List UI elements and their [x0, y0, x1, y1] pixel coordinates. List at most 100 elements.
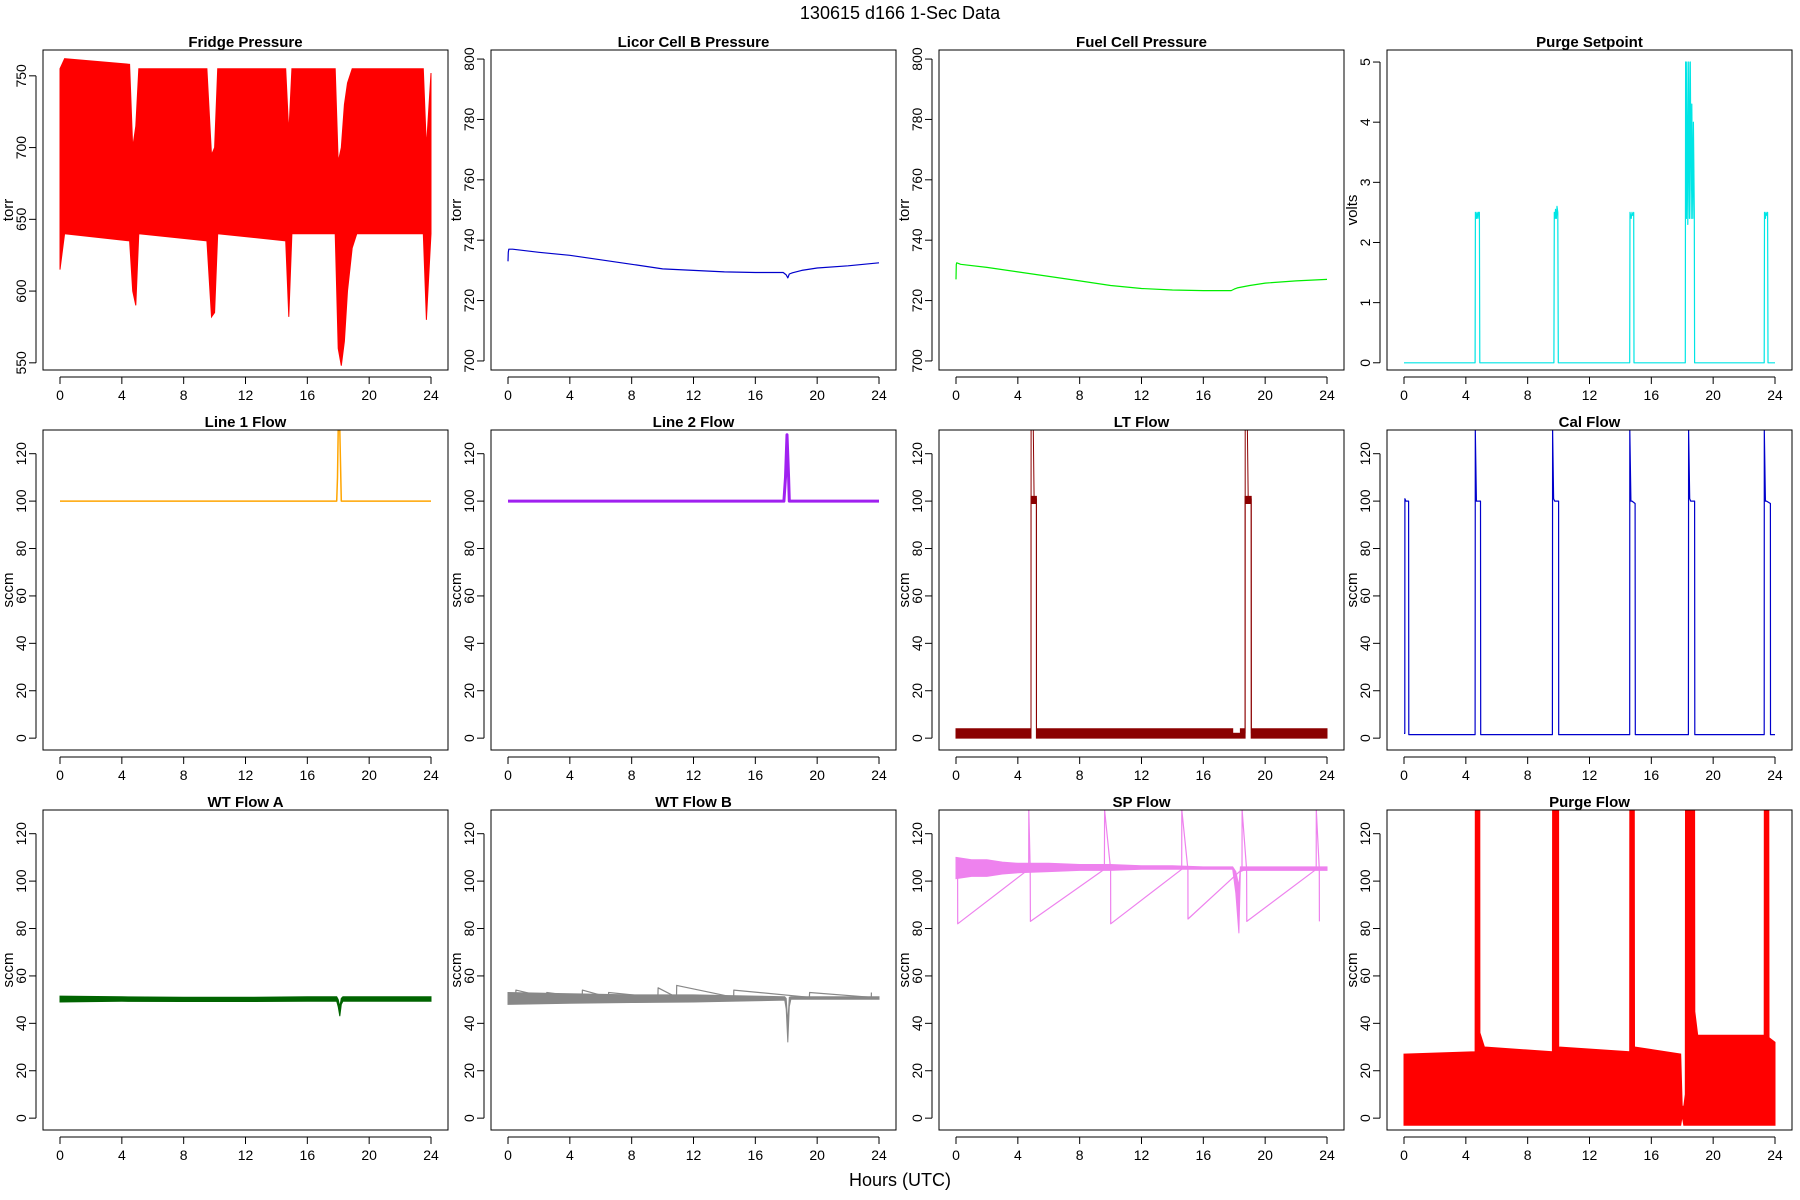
series-line-1 [1404, 430, 1775, 736]
x-tick-label: 24 [423, 1147, 439, 1163]
y-tick-label: 20 [909, 683, 925, 699]
y-tick-label: 650 [13, 207, 29, 231]
x-tick-label: 8 [1076, 387, 1084, 403]
y-tick-label: 0 [13, 734, 29, 742]
y-tick-label: 100 [461, 489, 477, 513]
y-tick-label: 80 [909, 541, 925, 557]
series-line-2 [515, 984, 872, 998]
plot-area [508, 433, 879, 503]
plot-frame [490, 429, 897, 751]
x-tick-label: 20 [809, 387, 825, 403]
x-tick-label: 24 [871, 1147, 887, 1163]
panel-10: WT Flow B sccm 0 4 8 12 16 20 24 0 20 40 60 80 100 120 [448, 794, 897, 1163]
x-tick-label: 12 [1134, 1147, 1150, 1163]
x-tick-label: 0 [56, 767, 64, 783]
y-tick-label: 40 [13, 1015, 29, 1031]
y-tick-label: 20 [1357, 1063, 1373, 1079]
x-tick-label: 24 [871, 767, 887, 783]
plot-area [1404, 430, 1775, 736]
x-tick-label: 8 [1076, 767, 1084, 783]
y-tick-label: 720 [909, 289, 925, 313]
panel-8: Cal Flow sccm 0 4 8 12 16 20 24 0 20 40 60 80 100 120 [1344, 414, 1793, 783]
x-tick-label: 20 [1257, 1147, 1273, 1163]
y-tick-label: 2 [1357, 238, 1373, 246]
x-tick-label: 16 [300, 387, 316, 403]
y-tick-label: 740 [461, 228, 477, 252]
x-tick-label: 12 [686, 387, 702, 403]
x-tick-label: 4 [1014, 767, 1022, 783]
x-tick-label: 12 [1582, 387, 1598, 403]
y-tick-label: 80 [909, 921, 925, 937]
y-tick-label: 80 [1357, 921, 1373, 937]
x-tick-label: 8 [1524, 387, 1532, 403]
series-line-1 [60, 430, 431, 502]
y-tick-label: 760 [461, 168, 477, 192]
x-tick-label: 12 [238, 1147, 254, 1163]
series-band-1 [955, 495, 1328, 739]
y-tick-label: 700 [909, 349, 925, 373]
y-axis-label: torr [896, 199, 913, 222]
x-tick-label: 24 [1319, 767, 1335, 783]
series-band-1 [1403, 810, 1776, 1126]
panel-3: Fuel Cell Pressure torr 0 4 8 12 16 20 24 700 720 7… [896, 34, 1345, 403]
y-tick-label: 0 [909, 734, 925, 742]
y-tick-label: 40 [909, 635, 925, 651]
x-tick-label: 0 [504, 387, 512, 403]
series-line-1 [508, 433, 879, 503]
x-tick-label: 20 [361, 767, 377, 783]
y-tick-label: 740 [909, 228, 925, 252]
panel-title: WT Flow B [655, 794, 732, 811]
plot-area [955, 262, 1328, 292]
x-tick-label: 4 [118, 767, 126, 783]
x-tick-label: 24 [871, 387, 887, 403]
panel-5: Line 1 Flow sccm 0 4 8 12 16 20 24 0 20 40 60 80 100 12… [0, 414, 449, 783]
x-tick-label: 8 [180, 1147, 188, 1163]
plot-frame [1386, 429, 1793, 751]
x-tick-label: 24 [423, 387, 439, 403]
x-tick-label: 0 [56, 1147, 64, 1163]
x-tick-label: 8 [628, 1147, 636, 1163]
y-tick-label: 0 [1357, 734, 1373, 742]
panel-1: Fridge Pressure torr 0 4 8 12 16 20 24 550 600 650 7… [0, 34, 449, 403]
x-tick-label: 0 [952, 767, 960, 783]
x-tick-label: 24 [1319, 387, 1335, 403]
x-tick-label: 4 [566, 1147, 574, 1163]
series-band-1 [507, 991, 880, 1043]
series-line-2 [956, 810, 1321, 925]
y-tick-label: 100 [13, 489, 29, 513]
y-tick-label: 60 [461, 968, 477, 984]
y-tick-label: 20 [1357, 683, 1373, 699]
y-tick-label: 0 [461, 1114, 477, 1122]
y-tick-label: 40 [1357, 1015, 1373, 1031]
y-tick-label: 120 [909, 442, 925, 466]
plot-area [60, 430, 431, 502]
x-tick-label: 20 [361, 1147, 377, 1163]
y-tick-label: 80 [1357, 541, 1373, 557]
panel-2: Licor Cell B Pressure torr 0 4 8 12 16 20 24 700 7… [448, 34, 897, 403]
y-tick-label: 20 [13, 1063, 29, 1079]
x-tick-label: 20 [1705, 387, 1721, 403]
x-tick-label: 8 [1524, 1147, 1532, 1163]
y-tick-label: 0 [1357, 1114, 1373, 1122]
panel-title: WT Flow A [207, 794, 283, 811]
plot-frame [938, 49, 1345, 371]
y-tick-label: 600 [13, 279, 29, 303]
y-tick-label: 0 [1357, 359, 1373, 367]
x-tick-label: 16 [1644, 767, 1660, 783]
y-tick-label: 120 [461, 822, 477, 846]
y-tick-label: 80 [13, 541, 29, 557]
y-tick-label: 120 [13, 822, 29, 846]
y-tick-label: 100 [1357, 869, 1373, 893]
y-tick-label: 80 [461, 541, 477, 557]
x-tick-label: 20 [809, 1147, 825, 1163]
x-tick-label: 20 [809, 767, 825, 783]
y-tick-label: 20 [461, 683, 477, 699]
x-tick-label: 8 [180, 767, 188, 783]
series-line-1 [1404, 61, 1775, 364]
y-tick-label: 120 [909, 822, 925, 846]
x-tick-label: 16 [1196, 767, 1212, 783]
x-tick-label: 20 [1257, 767, 1273, 783]
y-tick-label: 100 [1357, 489, 1373, 513]
figure-title: 130615 d166 1-Sec Data [800, 3, 1001, 23]
